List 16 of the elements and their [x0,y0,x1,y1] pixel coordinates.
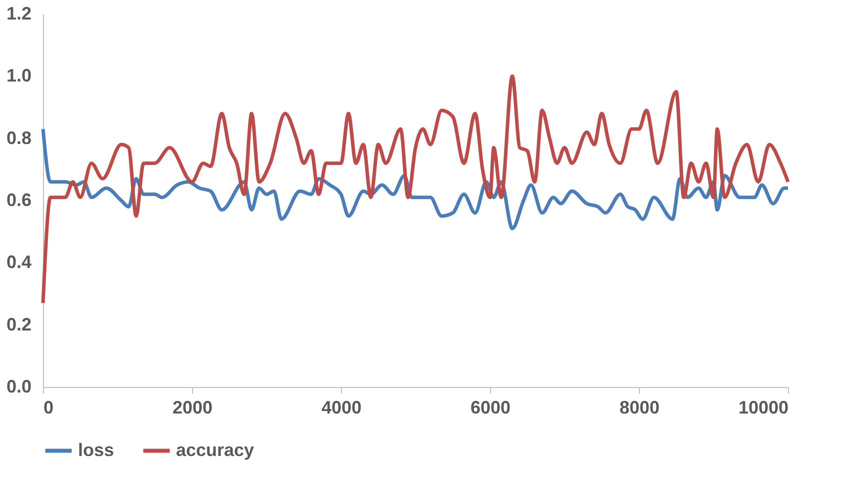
x-tick-label: 4000 [321,398,362,418]
legend-label: accuracy [176,440,254,460]
x-tick-label: 8000 [619,398,660,418]
y-tick-label: 0.2 [6,314,32,334]
x-tick-label: 10000 [738,398,788,418]
y-tick-label: 0.6 [6,190,32,210]
x-tick-label: 2000 [172,398,213,418]
y-tick-label: 1.2 [6,4,32,24]
line-series [41,74,790,305]
legend-label: loss [78,440,114,460]
y-tick-label: 0.0 [6,376,32,396]
y-tick-label: 0.8 [6,128,32,148]
y-tick-label: 1.0 [6,66,32,86]
y-tick-label: 0.4 [6,252,32,272]
x-tick-label: 0 [44,398,54,418]
x-tick-label: 6000 [470,398,511,418]
